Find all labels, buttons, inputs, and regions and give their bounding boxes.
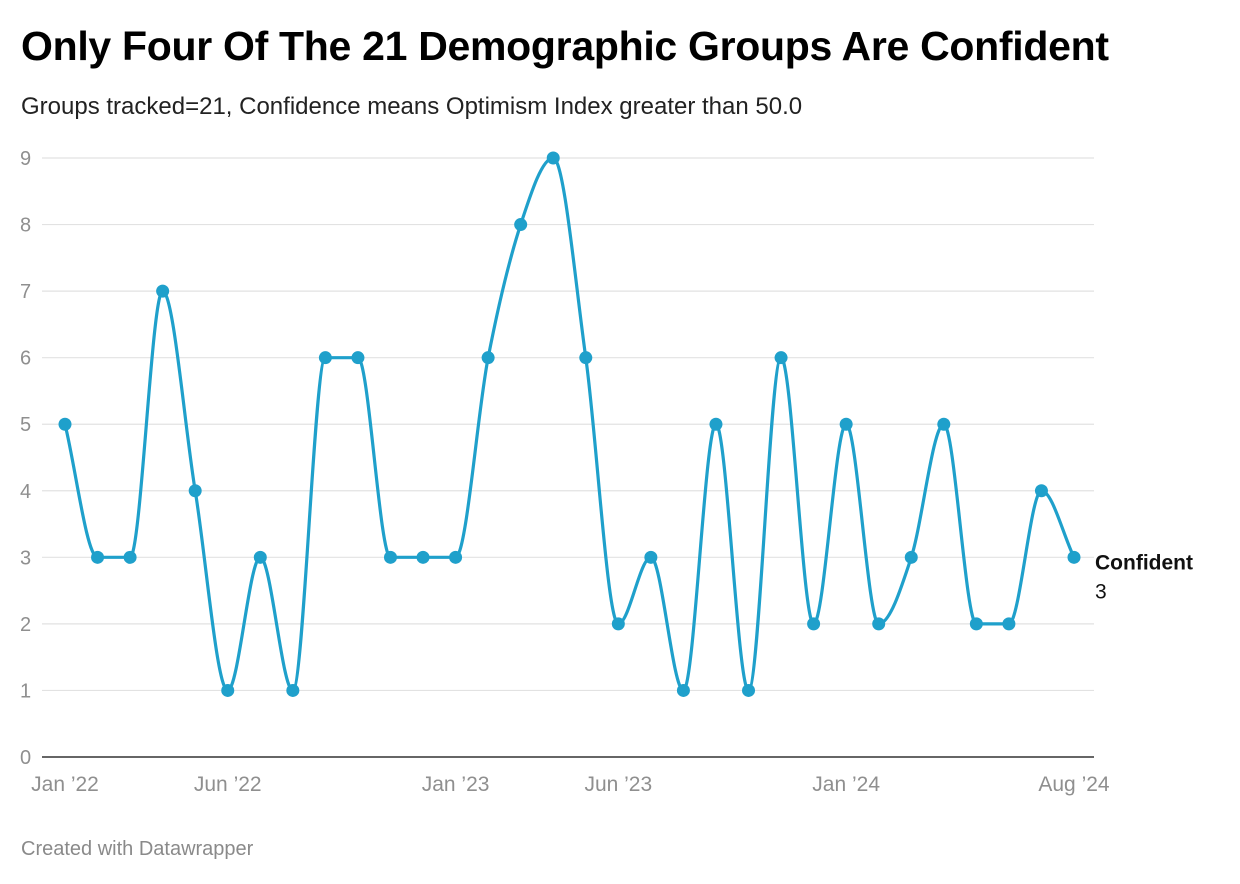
data-point bbox=[416, 550, 430, 564]
data-point bbox=[937, 417, 951, 431]
data-point bbox=[351, 351, 365, 365]
data-point bbox=[904, 550, 918, 564]
data-point bbox=[221, 683, 235, 697]
y-axis-ticks: 0 1 2 3 4 5 6 7 8 9 bbox=[20, 148, 31, 769]
y-tick-label: 9 bbox=[20, 148, 31, 170]
data-point bbox=[286, 683, 300, 697]
data-point bbox=[188, 484, 202, 498]
x-tick-label: Jun ’22 bbox=[194, 773, 262, 796]
data-point bbox=[774, 351, 788, 365]
data-point bbox=[644, 550, 658, 564]
y-tick-label: 4 bbox=[20, 481, 31, 503]
end-label-value: 3 bbox=[1095, 580, 1107, 603]
data-point bbox=[742, 683, 756, 697]
data-point bbox=[676, 683, 690, 697]
x-axis-ticks: Jan ’22 Jun ’22 Jan ’23 Jun ’23 Jan ’24 Aug ’… bbox=[31, 773, 1110, 796]
x-tick-label: Jan ’23 bbox=[422, 773, 490, 796]
data-point bbox=[1067, 550, 1081, 564]
data-point bbox=[969, 617, 983, 631]
data-point bbox=[839, 417, 853, 431]
data-point bbox=[872, 617, 886, 631]
data-point bbox=[253, 550, 267, 564]
data-points bbox=[58, 151, 1081, 697]
chart-subtitle: Groups tracked=21, Confidence means Opti… bbox=[21, 93, 803, 120]
chart-title: Only Four Of The 21 Demographic Groups A… bbox=[21, 23, 1109, 69]
y-tick-label: 0 bbox=[20, 747, 31, 769]
data-point bbox=[546, 151, 560, 165]
x-tick-label: Jan ’22 bbox=[31, 773, 99, 796]
data-point bbox=[807, 617, 821, 631]
y-tick-label: 1 bbox=[20, 680, 31, 702]
y-tick-label: 2 bbox=[20, 614, 31, 636]
x-tick-label: Jan ’24 bbox=[812, 773, 880, 796]
y-tick-label: 6 bbox=[20, 348, 31, 370]
data-point bbox=[58, 417, 72, 431]
y-tick-label: 7 bbox=[20, 281, 31, 303]
gridlines bbox=[42, 157, 1094, 692]
data-point bbox=[1034, 484, 1048, 498]
x-tick-label: Aug ’24 bbox=[1038, 773, 1110, 796]
data-point bbox=[383, 550, 397, 564]
data-point bbox=[514, 218, 528, 232]
y-tick-label: 5 bbox=[20, 414, 31, 436]
data-point bbox=[318, 351, 332, 365]
y-tick-label: 3 bbox=[20, 547, 31, 569]
data-point bbox=[481, 351, 495, 365]
end-label-series: Confident bbox=[1095, 551, 1193, 574]
data-point bbox=[156, 284, 170, 298]
data-point bbox=[91, 550, 105, 564]
data-point bbox=[579, 351, 593, 365]
y-tick-label: 8 bbox=[20, 215, 31, 237]
x-tick-label: Jun ’23 bbox=[584, 773, 652, 796]
footer-credit: Created with Datawrapper bbox=[21, 838, 254, 860]
data-point bbox=[123, 550, 137, 564]
data-point bbox=[449, 550, 463, 564]
data-point bbox=[1002, 617, 1016, 631]
data-point bbox=[709, 417, 723, 431]
data-point bbox=[611, 617, 625, 631]
